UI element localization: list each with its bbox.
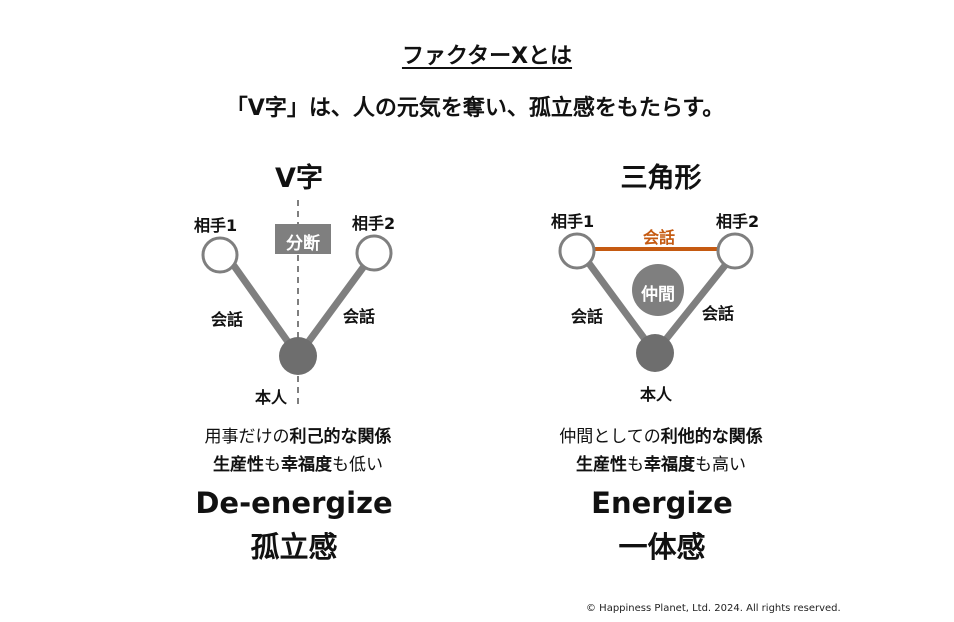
- tri-desc-line1-normal: 仲間としての: [559, 427, 661, 447]
- v-self-label: 本人: [255, 388, 288, 407]
- v-partner1-label: 相手1: [194, 216, 238, 235]
- tri-right-link: [652, 255, 734, 356]
- v-self-node: [279, 337, 317, 375]
- v-desc-line2: 生産性も幸福度も低い: [213, 450, 383, 475]
- tri-conversation-right-label: 会話: [702, 304, 735, 323]
- page-subtitle: 「V字」は、人の元気を奪い、孤立感をもたらす。: [225, 96, 725, 121]
- triangle-diagram: [558, 232, 754, 372]
- v-partner2-node: [355, 234, 393, 272]
- v-desc-line2-normal1: も: [264, 455, 281, 475]
- tri-desc-line2: 生産性も幸福度も高い: [576, 450, 746, 475]
- v-desc-line2-bold2: 幸福度: [281, 455, 332, 475]
- v-right-link: [295, 251, 376, 359]
- tri-desc-line2-bold2: 幸福度: [644, 455, 695, 475]
- v-desc-line1-bold: 利己的な関係: [289, 427, 392, 447]
- v-conversation-left-label: 会話: [211, 310, 244, 329]
- tri-desc-line2-normal2: も高い: [695, 455, 746, 475]
- tri-partner2-label: 相手2: [716, 212, 760, 231]
- v-result-japanese: 孤立感: [250, 530, 338, 564]
- tri-result-japanese: 一体感: [618, 530, 706, 564]
- v-desc-line1: 用事だけの利己的な関係: [205, 422, 392, 447]
- tri-partner1-label: 相手1: [551, 212, 595, 231]
- tri-desc-line2-normal1: も: [627, 455, 644, 475]
- v-diagram-title: V字: [275, 163, 323, 194]
- divider-badge-bg: [275, 224, 331, 254]
- tri-self-label: 本人: [639, 385, 673, 404]
- tri-left-link: [582, 255, 658, 356]
- v-conversation-right-label: 会話: [343, 307, 376, 326]
- v-desc-line1-normal: 用事だけの: [204, 427, 290, 447]
- divider-badge-text: 分断: [286, 234, 320, 254]
- tri-desc-line1-bold: 利他的な関係: [660, 427, 763, 447]
- v-desc-line2-normal2: も低い: [332, 455, 383, 475]
- v-result-english: De-energize: [195, 486, 393, 520]
- v-partner1-node: [201, 236, 239, 274]
- tri-partner1-node: [558, 232, 596, 270]
- tri-desc-line2-bold1: 生産性: [576, 455, 627, 475]
- v-left-link: [224, 253, 301, 359]
- tri-diagram-title: 三角形: [620, 163, 702, 194]
- tri-conversation-left-label: 会話: [571, 307, 604, 326]
- tri-result-english: Energize: [591, 486, 733, 520]
- v-diagram: [201, 200, 393, 408]
- page-title: ファクターXとは: [401, 44, 573, 69]
- nakama-badge-bg: [632, 264, 684, 316]
- nakama-badge-text: 仲間: [641, 285, 675, 305]
- copyright-notice: © Happiness Planet, Ltd. 2024. All right…: [586, 603, 841, 614]
- tri-self-node: [636, 334, 674, 372]
- tri-desc-line1: 仲間としての利他的な関係: [559, 422, 763, 447]
- v-partner2-label: 相手2: [352, 214, 396, 233]
- tri-conversation-top-label: 会話: [642, 228, 676, 247]
- v-desc-line2-bold1: 生産性: [213, 455, 264, 475]
- tri-partner2-node: [716, 232, 754, 270]
